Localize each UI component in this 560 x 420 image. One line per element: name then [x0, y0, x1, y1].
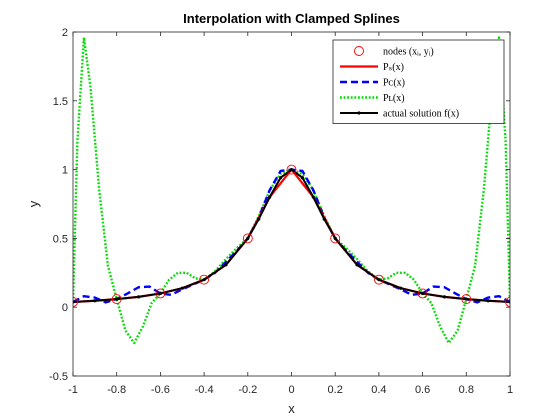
- legend: nodes (xᵢ, yᵢ) Pₛ(x) Pᴄ(x) Pʟ(x) actual solu…: [332, 39, 505, 124]
- node-marker: [373, 274, 384, 285]
- y-tick-label: 1: [62, 165, 68, 177]
- node-marker: [505, 297, 510, 307]
- y-tick-label: 0.5: [53, 233, 68, 245]
- node-marker: [73, 297, 78, 307]
- series-point-actual-solution-f-x: [300, 176, 305, 180]
- y-tick-label: 0: [62, 302, 68, 314]
- y-tick-label: 1.5: [53, 96, 68, 108]
- series-point-actual-solution-f-x: [322, 217, 326, 221]
- x-tick-label: 0.2: [328, 384, 343, 396]
- legend-label: actual solution f(x): [383, 109, 459, 120]
- series-point-actual-solution-f-x: [311, 195, 315, 199]
- x-tick-label: -0.2: [238, 384, 257, 396]
- node-marker: [111, 294, 122, 305]
- x-tick-label: 0.6: [415, 384, 430, 396]
- series-point-actual-solution-f-x: [399, 286, 403, 290]
- series-point-actual-solution-f-x: [246, 236, 250, 240]
- node-marker: [417, 288, 428, 299]
- legend-dot: [357, 111, 361, 115]
- series-point-actual-solution-f-x: [278, 176, 283, 180]
- series-point-actual-solution-f-x: [464, 297, 468, 301]
- node-marker: [242, 233, 253, 244]
- x-tick-label: -0.8: [107, 384, 126, 396]
- legend-label: Pᴄ(x): [383, 78, 405, 89]
- series-point-actual-solution-f-x: [202, 278, 206, 282]
- series-layer: [73, 36, 510, 345]
- y-tick-label: 2: [62, 27, 68, 39]
- series-point-actual-solution-f-x: [268, 195, 272, 199]
- x-tick-label: -0.4: [195, 384, 214, 396]
- y-axis-label: y: [26, 200, 41, 207]
- series-point-actual-solution-f-x: [136, 295, 141, 299]
- series-point-actual-solution-f-x: [93, 299, 97, 303]
- series-point-actual-solution-f-x: [224, 263, 228, 267]
- legend-label: Pʟ(x): [383, 93, 405, 104]
- node-marker: [461, 294, 472, 305]
- node-marker: [286, 164, 297, 175]
- legend-box: [332, 39, 505, 124]
- x-tick-label: 1: [507, 384, 513, 396]
- node-marker: [199, 274, 210, 285]
- series-point-actual-solution-f-x: [180, 286, 184, 290]
- legend-items: nodes (xᵢ, yᵢ) Pₛ(x) Pᴄ(x) Pʟ(x) actual solu…: [340, 46, 459, 120]
- series-point-actual-solution-f-x: [333, 236, 337, 240]
- series-point-actual-solution-f-x: [257, 217, 261, 221]
- series-point-actual-solution-f-x: [355, 263, 359, 267]
- x-tick-label: 0.8: [459, 384, 474, 396]
- series-point-actual-solution-f-x: [442, 295, 447, 299]
- legend-label: nodes (xᵢ, yᵢ): [383, 47, 434, 58]
- series-point-actual-solution-f-x: [377, 278, 381, 282]
- series-point-actual-solution-f-x: [115, 297, 119, 301]
- series-point-actual-solution-f-x: [486, 299, 490, 303]
- node-marker: [155, 288, 166, 299]
- series-point-actual-solution-f-x: [289, 168, 294, 172]
- x-tick-label: 0: [288, 384, 294, 396]
- ticks-layer: -1 -0.8 -0.6 -0.4 -0.2 0 0.2 0.4 0.6 0.8 1 -0.5 0 0.5…: [49, 27, 513, 396]
- chart-title: Interpolation with Clamped Splines: [183, 11, 400, 26]
- x-axis-label: x: [288, 401, 295, 416]
- series-point-actual-solution-f-x: [421, 291, 425, 296]
- y-tick-label: -0.5: [49, 371, 68, 383]
- legend-label: Pₛ(x): [383, 62, 404, 73]
- x-tick-label: -1: [68, 384, 78, 396]
- node-marker: [330, 233, 341, 244]
- series-point-actual-solution-f-x: [158, 291, 162, 296]
- legend-marker: [354, 46, 364, 56]
- x-tick-label: 0.4: [371, 384, 386, 396]
- x-tick-label: -0.6: [151, 384, 170, 396]
